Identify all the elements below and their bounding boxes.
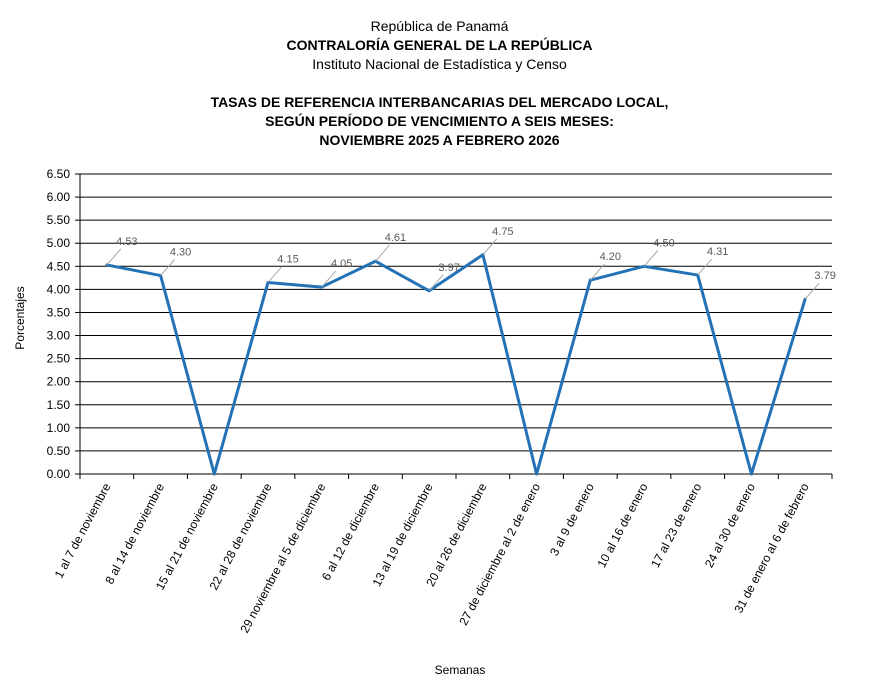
header-department: Instituto Nacional de Estadística y Cens… (312, 56, 567, 72)
series-line (105, 253, 807, 476)
header-institution: CONTRALORÍA GENERAL DE LA REPÚBLICA (286, 37, 593, 53)
x-axis-label: Semanas (435, 663, 486, 677)
y-tick-label: 5.50 (47, 213, 71, 227)
x-tick-label: 10 al 16 de enero (594, 481, 650, 570)
header-country: República de Panamá (370, 18, 509, 34)
data-label: 4.75 (492, 226, 513, 238)
y-tick-label: 2.50 (47, 352, 71, 366)
data-label: 4.30 (170, 247, 191, 259)
y-tick-label: 1.50 (47, 398, 71, 412)
data-label-leader (428, 274, 444, 292)
data-label: 4.31 (707, 246, 728, 258)
data-label: 4.53 (116, 236, 137, 248)
x-tick-label: 3 al 9 de enero (547, 481, 597, 559)
data-point (535, 472, 539, 476)
data-label: 4.20 (600, 251, 621, 263)
data-label-leader (697, 258, 713, 276)
data-label-leader (106, 248, 122, 266)
y-tick-label: 5.00 (47, 236, 71, 250)
x-tick-label: 6 al 12 de diciembre (319, 481, 382, 583)
series-line-path (106, 253, 807, 476)
data-label-leader (375, 244, 390, 262)
data-label-leader (321, 270, 337, 288)
y-tick-label: 0.00 (47, 467, 71, 481)
data-label: 4.61 (385, 232, 406, 244)
data-label-leader (589, 263, 605, 281)
y-tick-label: 3.00 (47, 329, 71, 343)
data-label: 4.50 (653, 237, 674, 249)
data-label-leader (482, 238, 498, 256)
data-label: 3.79 (814, 270, 835, 282)
data-label-leader (643, 249, 659, 267)
chart-title: TASAS DE REFERENCIA INTERBANCARIAS DEL M… (0, 93, 879, 150)
chart-title-line: NOVIEMBRE 2025 A FEBRERO 2026 (319, 132, 560, 148)
y-tick-label: 6.00 (47, 190, 71, 204)
y-axis-label: Porcentajes (13, 286, 27, 349)
y-tick-label: 6.50 (47, 167, 71, 181)
chart-title-line: SEGÚN PERÍODO DE VENCIMIENTO A SEIS MESE… (265, 113, 614, 129)
y-tick-label: 1.00 (47, 421, 71, 435)
data-point (212, 472, 216, 476)
y-axis-ticks: 0.00 0.50 1.00 1.50 2.00 2.50 3.00 3.50 4.00 4.50… (47, 167, 71, 481)
data-label: 3.97 (438, 262, 459, 274)
chart-title-line: TASAS DE REFERENCIA INTERBANCARIAS DEL M… (210, 94, 669, 110)
y-tick-label: 2.00 (47, 375, 71, 389)
x-tick-label: 13 al 19 de diciembre (370, 481, 436, 589)
data-label-leader (804, 282, 820, 300)
x-tick-label: 8 al 14 de noviembre (102, 481, 167, 587)
y-tick-label: 0.50 (47, 444, 71, 458)
gridlines (75, 173, 832, 475)
y-tick-label: 4.50 (47, 259, 71, 273)
data-label: 4.15 (277, 253, 298, 265)
data-label: 4.05 (331, 258, 352, 270)
data-point (749, 472, 753, 476)
y-tick-label: 3.50 (47, 305, 71, 319)
y-tick-label: 4.00 (47, 282, 71, 296)
x-tick-label: 24 al 30 de enero (702, 481, 758, 570)
data-label-leader (267, 266, 283, 283)
x-tick-label: 20 al 26 de diciembre (423, 481, 489, 589)
x-tick-label: 17 al 23 de enero (648, 481, 704, 570)
data-labels: 4.53 4.30 4.15 4.05 4.61 3.97 4.75 4.20 4.50 4.31… (106, 226, 836, 300)
x-tick-label: 1 al 7 de noviembre (52, 481, 114, 581)
data-label-leader (160, 259, 175, 276)
